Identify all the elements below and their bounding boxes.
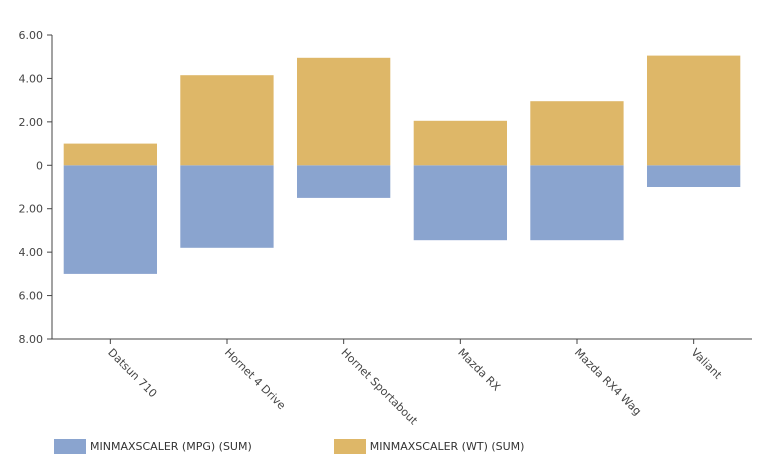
legend-label-wt: MINMAXSCALER (WT) (SUM) <box>369 440 525 453</box>
y-tick-label: 8.00 <box>19 333 44 346</box>
bar-mpg[interactable] <box>63 165 158 274</box>
legend-label-mpg: MINMAXSCALER (MPG) (SUM) <box>90 440 252 453</box>
y-tick-label: 0 <box>36 159 43 172</box>
bar-mpg[interactable] <box>180 165 274 248</box>
bar-wt[interactable] <box>63 143 158 166</box>
legend-swatch-mpg <box>54 439 86 454</box>
bar-wt[interactable] <box>413 120 507 166</box>
x-tick-label: Mazda RX4 Wag <box>572 346 644 418</box>
x-tick-label: Datsun 710 <box>105 346 159 400</box>
bar-mpg[interactable] <box>647 165 741 187</box>
bar-wt[interactable] <box>180 75 274 166</box>
y-tick-label: 2.00 <box>19 203 44 216</box>
bar-mpg[interactable] <box>413 165 507 241</box>
legend-item-mpg[interactable]: MINMAXSCALER (MPG) (SUM) <box>54 439 252 454</box>
x-tick-label: Valiant <box>689 346 725 382</box>
x-tick-label: Hornet Sportabout <box>339 346 421 428</box>
y-tick-label: 6.00 <box>19 29 44 42</box>
y-tick-label: 4.00 <box>19 246 44 259</box>
legend: MINMAXSCALER (MPG) (SUM) MINMAXSCALER (W… <box>54 439 606 454</box>
y-tick-label: 4.00 <box>19 72 44 85</box>
x-tick-label: Hornet 4 Drive <box>222 346 288 412</box>
x-tick-label: Mazda RX <box>455 346 503 394</box>
bar-mpg[interactable] <box>530 165 624 241</box>
bar-wt[interactable] <box>530 101 624 166</box>
bar-wt[interactable] <box>647 55 741 166</box>
legend-swatch-wt <box>333 439 366 454</box>
y-tick-label: 6.00 <box>19 290 44 303</box>
y-tick-label: 2.00 <box>19 116 44 129</box>
legend-item-wt[interactable]: MINMAXSCALER (WT) (SUM) <box>333 439 525 454</box>
bar-mpg[interactable] <box>297 165 391 198</box>
bar-wt[interactable] <box>297 57 391 166</box>
